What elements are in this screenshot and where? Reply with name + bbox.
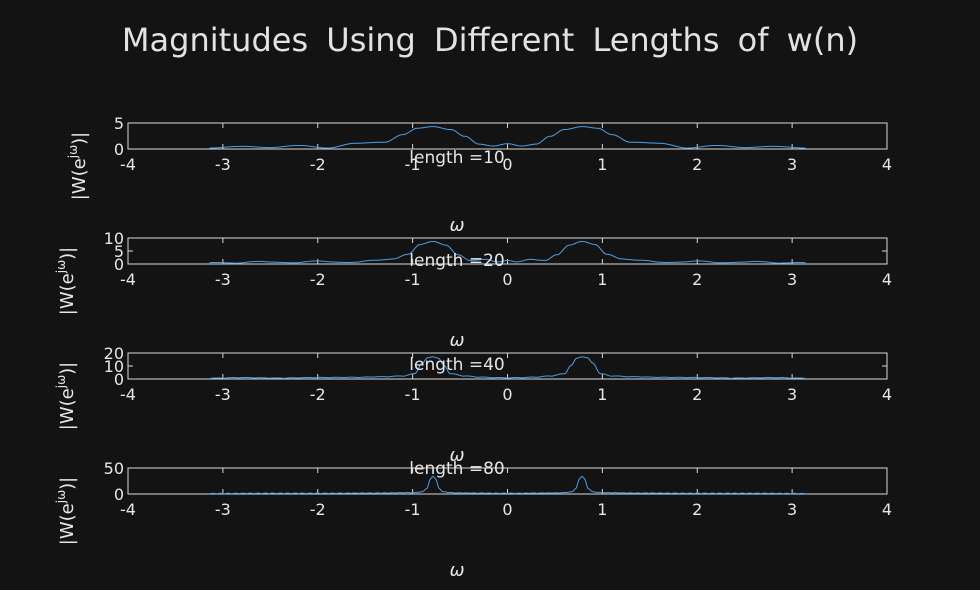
x-tick-label: 1 bbox=[597, 500, 607, 519]
subplot-title: length =80 bbox=[409, 459, 504, 479]
x-tick-label: -1 bbox=[405, 500, 421, 519]
figure-title: Magnitudes Using Different Lengths of w(… bbox=[122, 21, 858, 59]
x-tick-label: -4 bbox=[120, 270, 136, 289]
x-tick-label: 4 bbox=[882, 155, 892, 174]
x-tick-label: -2 bbox=[310, 155, 326, 174]
x-tick-label: -4 bbox=[120, 155, 136, 174]
x-tick-label: 1 bbox=[597, 155, 607, 174]
x-axis-label: ω bbox=[449, 560, 464, 581]
series-line bbox=[209, 475, 806, 495]
y-tick-label: 5 bbox=[114, 114, 124, 133]
y-tick-label: 20 bbox=[104, 344, 124, 363]
x-tick-label: 1 bbox=[597, 270, 607, 289]
x-tick-label: 4 bbox=[882, 270, 892, 289]
x-tick-label: -2 bbox=[310, 385, 326, 404]
subplot-title: length =40 bbox=[409, 355, 504, 375]
x-tick-label: -4 bbox=[120, 385, 136, 404]
y-axis-label: |W(ejω)| bbox=[66, 132, 90, 200]
x-tick-label: 3 bbox=[787, 155, 797, 174]
x-tick-label: -3 bbox=[215, 500, 231, 519]
x-tick-label: -1 bbox=[405, 385, 421, 404]
y-tick-label: 10 bbox=[104, 357, 124, 376]
x-tick-label: 1 bbox=[597, 385, 607, 404]
x-axis-label: ω bbox=[449, 445, 464, 466]
subplot-1: -4 -3 -2 -1 0 1 2 3 4 0 5 length =10 ω |W(ejω)| bbox=[66, 114, 892, 236]
x-tick-label: 3 bbox=[787, 500, 797, 519]
subplot-title: length =10 bbox=[409, 148, 504, 168]
x-tick-label: 3 bbox=[787, 270, 797, 289]
series-line bbox=[209, 126, 806, 149]
x-tick-label: -2 bbox=[310, 500, 326, 519]
x-tick-label: 3 bbox=[787, 385, 797, 404]
subplot-4: -4 -3 -2 -1 0 1 2 3 4 0 50 length =80 ω |W(ejω)| bbox=[54, 459, 892, 581]
x-axis-label: ω bbox=[449, 215, 464, 236]
x-tick-label: -1 bbox=[405, 270, 421, 289]
x-tick-label: 2 bbox=[692, 270, 702, 289]
y-tick-label: 0 bbox=[114, 485, 124, 504]
y-tick-label: 0 bbox=[114, 370, 124, 389]
x-tick-label: 2 bbox=[692, 500, 702, 519]
x-tick-label: -3 bbox=[215, 270, 231, 289]
x-tick-label: 2 bbox=[692, 155, 702, 174]
x-tick-label: -3 bbox=[215, 385, 231, 404]
y-tick-label: 50 bbox=[104, 459, 124, 478]
y-tick-label: 5 bbox=[114, 242, 124, 261]
y-axis-label: |W(ejω)| bbox=[54, 247, 78, 315]
x-axis-label: ω bbox=[449, 330, 464, 351]
y-tick-label: 0 bbox=[114, 255, 124, 274]
x-tick-label: -1 bbox=[405, 155, 421, 174]
x-tick-label: 0 bbox=[502, 385, 512, 404]
x-tick-label: 4 bbox=[882, 385, 892, 404]
series-line bbox=[209, 356, 806, 379]
y-axis-label: |W(ejω)| bbox=[54, 477, 78, 545]
y-tick-label: 10 bbox=[104, 229, 124, 248]
y-axis-label: |W(ejω)| bbox=[54, 362, 78, 430]
series-line bbox=[209, 240, 806, 264]
x-tick-label: 2 bbox=[692, 385, 702, 404]
y-tick-label: 0 bbox=[114, 140, 124, 159]
x-tick-label: -3 bbox=[215, 155, 231, 174]
x-tick-label: 4 bbox=[882, 500, 892, 519]
x-tick-label: -4 bbox=[120, 500, 136, 519]
subplot-title: length =20 bbox=[409, 251, 504, 271]
x-tick-label: 0 bbox=[502, 270, 512, 289]
x-tick-label: 0 bbox=[502, 500, 512, 519]
x-tick-label: 0 bbox=[502, 155, 512, 174]
x-tick-label: -2 bbox=[310, 270, 326, 289]
